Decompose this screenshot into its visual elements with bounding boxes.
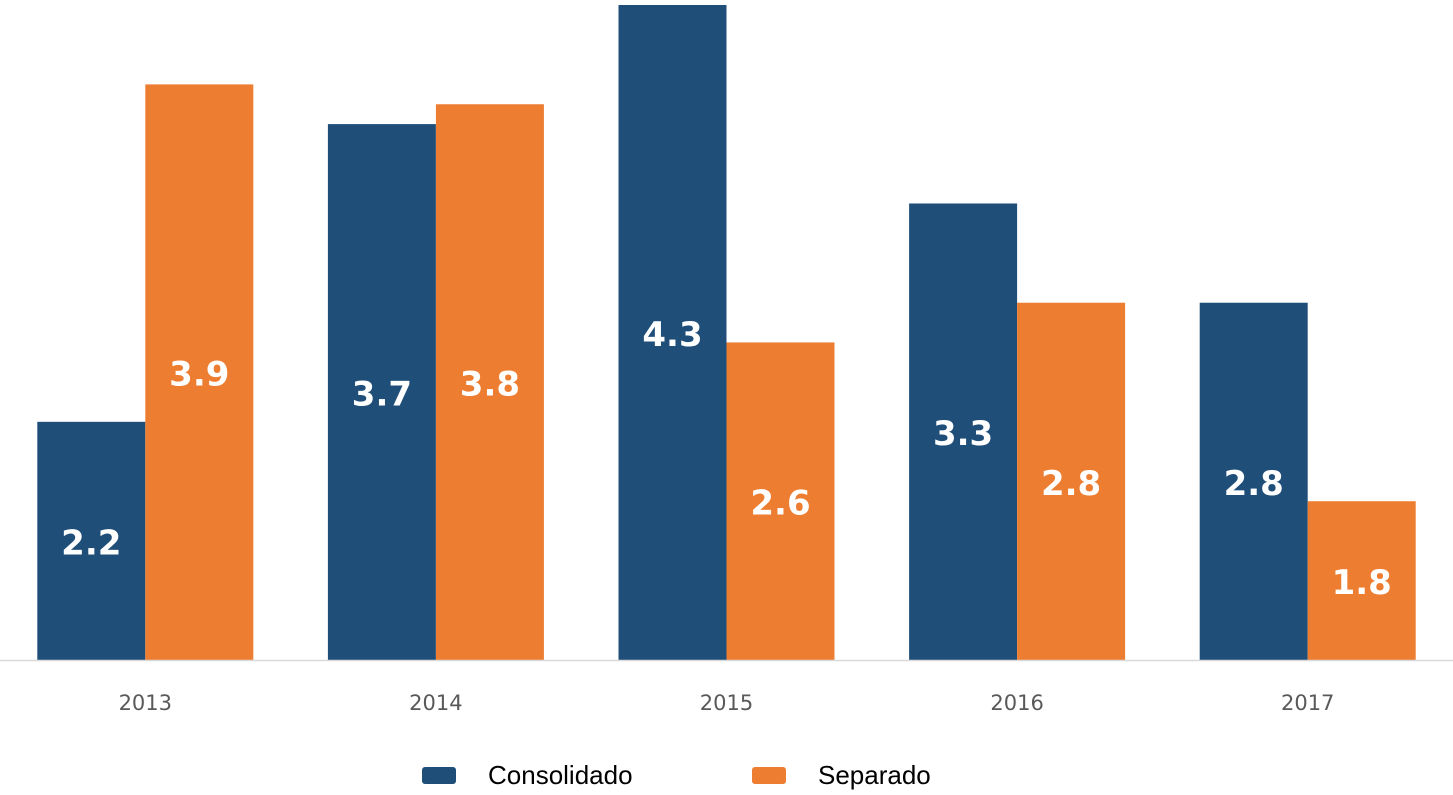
bar [1199, 302, 1308, 660]
legend-label: Separado [818, 760, 931, 790]
value-label: 3.9 [169, 355, 229, 395]
bar [37, 421, 146, 660]
x-tick-label: 2014 [409, 691, 462, 715]
bar [145, 84, 254, 661]
bar [909, 203, 1018, 660]
bar [618, 5, 727, 660]
value-label: 2.8 [1041, 464, 1101, 504]
value-label: 1.8 [1332, 563, 1392, 603]
x-tick-label: 2016 [990, 691, 1043, 715]
legend-label: Consolidado [488, 760, 633, 790]
bar [327, 124, 436, 660]
legend-swatch [752, 767, 786, 784]
x-tick-label: 2013 [119, 691, 172, 715]
x-tick-label: 2015 [700, 691, 753, 715]
value-label: 3.8 [460, 365, 520, 405]
bar [1307, 501, 1416, 660]
x-tick-label: 2017 [1281, 691, 1334, 715]
legend-swatch [422, 767, 456, 784]
value-label: 4.3 [642, 315, 702, 355]
value-label: 2.2 [61, 523, 121, 563]
bar [435, 104, 544, 660]
value-label: 3.7 [352, 375, 412, 415]
bar [1017, 302, 1126, 660]
bar [726, 342, 835, 660]
value-label: 2.6 [750, 484, 810, 524]
value-label: 3.3 [933, 414, 993, 454]
value-label: 2.8 [1224, 464, 1284, 504]
